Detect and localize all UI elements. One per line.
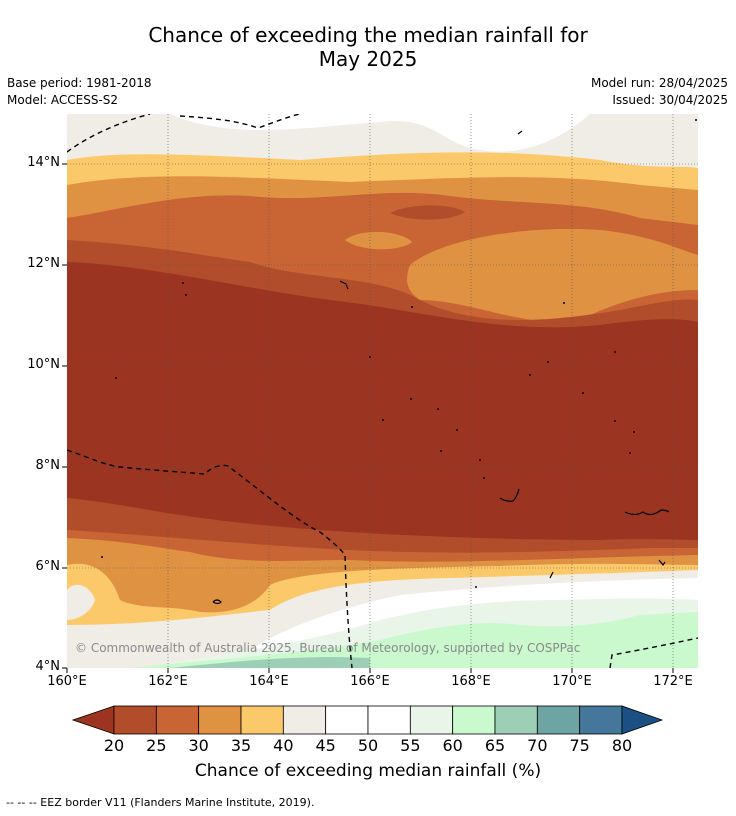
colorbar-box-55-60 [409, 705, 454, 735]
colorbar-box-60-65 [452, 705, 496, 735]
model-run: Model run: 28/04/2025 [590, 76, 728, 90]
lat-label-10n: 10°N [27, 357, 60, 372]
copyright-notice: © Commonwealth of Australia 2025, Bureau… [75, 641, 581, 655]
lat-label-8n: 8°N [35, 458, 61, 473]
colorbar-tick-40: 40 [273, 736, 294, 755]
colorbar-extend-high [621, 705, 664, 735]
colorbar-box-70-75 [536, 705, 581, 735]
colorbar-tick-50: 50 [357, 736, 379, 755]
colorbar-tick-80: 80 [611, 736, 633, 755]
patch-40-45-west [67, 584, 95, 620]
lat-label-12n: 12°N [27, 256, 60, 271]
colorbar-box-65-70 [494, 705, 538, 735]
eez-borders [67, 114, 698, 668]
colorbar-box-50-55 [367, 705, 411, 735]
colorbar-tick-65: 65 [484, 736, 506, 755]
colorbar-tick-70: 70 [527, 736, 548, 755]
atolls [101, 119, 697, 588]
colorbar-box-45-50 [325, 705, 369, 735]
colorbar-box-75-80 [579, 705, 623, 735]
lat-label-14n: 14°N [27, 155, 60, 170]
white-patch-north [170, 114, 590, 152]
model-name: Model: ACCESS-S2 [7, 93, 119, 107]
band-30-35-east [407, 229, 698, 323]
lon-label-170e: 170°E [552, 674, 592, 689]
colorbar-tick-60: 60 [442, 736, 463, 755]
colorbar-tick-35: 35 [230, 736, 252, 755]
band-below-20 [67, 262, 698, 543]
lon-label-166e: 166°E [350, 674, 390, 689]
axis-ticks [62, 163, 674, 673]
colorbar-tick-20: 20 [103, 736, 125, 755]
map-area [67, 114, 698, 668]
colorbar-tick-45: 45 [315, 736, 336, 755]
chart-title-line1: Chance of exceeding the median rainfall … [148, 23, 588, 47]
gridlines [67, 114, 698, 668]
issued-date: Issued: 30/04/2025 [612, 93, 728, 107]
colorbar-tick-30: 30 [188, 736, 209, 755]
band-60-65 [130, 612, 698, 668]
band-65-70 [170, 657, 370, 668]
lon-label-164e: 164°E [249, 674, 289, 689]
patch-30-35 [345, 231, 412, 250]
chart-title-line2: May 2025 [318, 47, 418, 71]
colorbar-tick-55: 55 [400, 736, 421, 755]
colorbar-tick-75: 75 [569, 736, 590, 755]
lon-label-172e: 172°E [653, 674, 693, 689]
lat-label-6n: 6°N [35, 559, 61, 574]
colorbar-title: Chance of exceeding median rainfall (%) [194, 761, 542, 781]
colorbar-box-40-45 [282, 705, 327, 735]
colorbar-box-35-40 [240, 705, 284, 735]
lon-label-168e: 168°E [451, 674, 491, 689]
lat-label-4n: 4°N [35, 659, 61, 674]
colorbar-box-20-25 [113, 705, 157, 735]
colorbar-extend-low [71, 705, 115, 735]
eez-footnote: -- -- -- EEZ border V11 (Flanders Marine… [6, 796, 315, 809]
base-period: Base period: 1981-2018 [7, 76, 152, 90]
patch-20-25-north [390, 205, 465, 220]
lon-label-162e: 162°E [148, 674, 188, 689]
colorbar-tick-25: 25 [146, 736, 167, 755]
islands [212, 130, 670, 605]
colorbar [71, 705, 664, 735]
colorbar-box-25-30 [155, 705, 200, 735]
colorbar-box-30-35 [198, 705, 242, 735]
lon-label-160e: 160°E [47, 674, 87, 689]
